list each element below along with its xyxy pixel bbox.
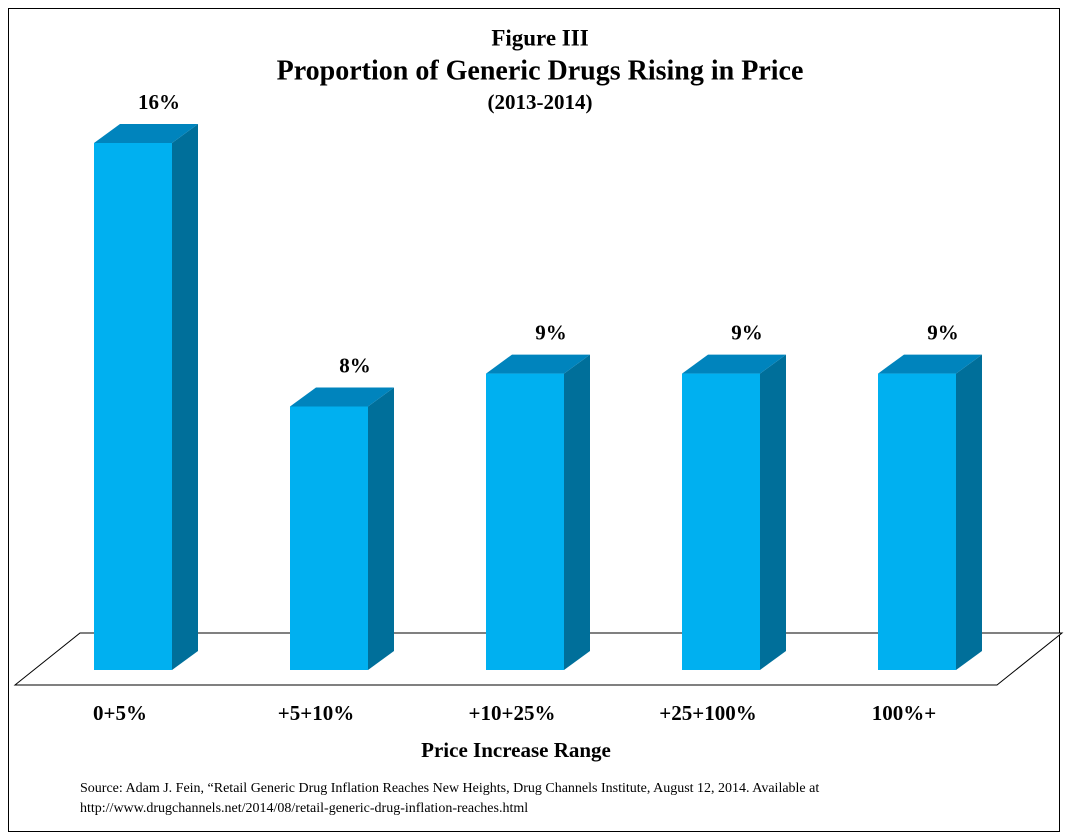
bar-side <box>368 387 394 670</box>
x-tick-label: 0+5% <box>93 701 147 725</box>
x-tick-label: +10+25% <box>469 701 556 725</box>
chart-title: Figure III <box>491 25 588 50</box>
bar-side <box>172 124 198 670</box>
source-note: Source: Adam J. Fein, “Retail Generic Dr… <box>80 781 819 796</box>
bar <box>290 387 394 670</box>
bar-side <box>564 354 590 670</box>
bar-top <box>290 387 394 407</box>
bar-front <box>290 406 368 670</box>
source-note: http://www.drugchannels.net/2014/08/reta… <box>80 801 528 816</box>
value-label: 9% <box>927 320 959 344</box>
x-tick-label: +25+100% <box>659 701 756 725</box>
value-label: 8% <box>339 353 371 377</box>
bar-top <box>94 124 198 143</box>
x-tick-label: 100%+ <box>872 701 936 725</box>
bar-front <box>94 143 172 670</box>
x-tick-label: +5+10% <box>278 701 354 725</box>
bar-top <box>682 354 786 374</box>
bar-top <box>486 354 590 374</box>
bar-front <box>682 373 760 670</box>
chart-subtitle: Proportion of Generic Drugs Rising in Pr… <box>277 55 804 86</box>
value-label: 16% <box>138 90 180 114</box>
bar-front <box>878 373 956 670</box>
value-label: 9% <box>731 320 763 344</box>
bar-side <box>760 354 786 670</box>
bar <box>878 354 982 670</box>
value-label: 9% <box>535 320 567 344</box>
bar-side <box>956 354 982 670</box>
chart-period: (2013-2014) <box>488 90 593 114</box>
bar-top <box>878 354 982 374</box>
x-axis-label: Price Increase Range <box>421 738 611 762</box>
bar <box>486 354 590 670</box>
bar <box>682 354 786 670</box>
bar-front <box>486 373 564 670</box>
bar <box>94 124 198 670</box>
